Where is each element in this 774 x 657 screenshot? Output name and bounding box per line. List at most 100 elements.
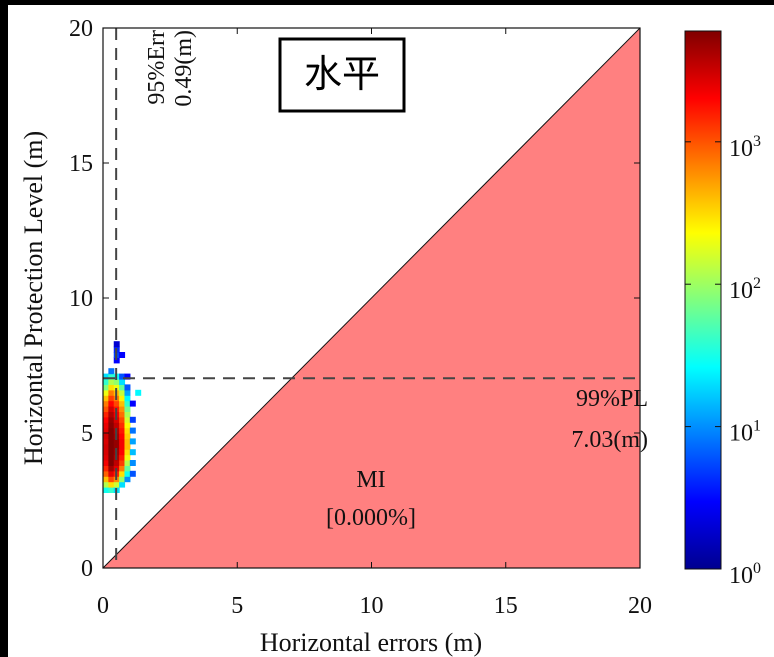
heatmap-cell: [103, 427, 109, 434]
heatmap-cell: [124, 433, 131, 439]
heatmap-cell: [103, 443, 109, 450]
y-ticks: 0 5 10 15 20: [69, 16, 640, 582]
heatmap-cell: [103, 389, 109, 396]
heatmap-cell: [119, 422, 126, 429]
heatmap-cell: [103, 406, 109, 412]
heatmap-cell: [108, 454, 115, 461]
title-box-text: 水平: [304, 52, 380, 96]
heatmap-cell: [108, 465, 115, 472]
heatmap-cell: [108, 449, 115, 456]
heatmap-cell: [119, 443, 126, 450]
x-tick-label: 20: [628, 593, 652, 619]
x-ticks: 0 5 10 15 20: [97, 28, 652, 619]
heatmap-cell: [113, 422, 120, 429]
y-tick-label: 20: [69, 16, 93, 42]
heatmap-cell: [108, 395, 115, 402]
heatmap-cell: [103, 470, 109, 477]
y-axis-label: Horizontal Protection Level (m): [19, 131, 48, 465]
heatmap-cell: [119, 470, 126, 477]
heatmap-cell: [108, 400, 115, 407]
pl99-value: 7.03(m): [571, 427, 648, 453]
heatmap-cell: [124, 470, 131, 477]
y-tick-label: 5: [81, 421, 93, 447]
heatmap-cell: [119, 395, 126, 402]
heatmap-cell: [124, 395, 131, 402]
heatmap-cell: [124, 373, 131, 380]
x-tick-label: 0: [97, 593, 109, 619]
heatmap-cell: [119, 411, 126, 418]
heatmap-cell: [124, 422, 131, 429]
heatmap-cell: [119, 389, 126, 396]
colorbar-tick-label: 102: [729, 275, 761, 304]
heatmap-cell: [119, 427, 126, 434]
diagonal-line: [102, 27, 641, 569]
heatmap-cell: [124, 427, 131, 434]
heatmap-cell: [103, 373, 109, 380]
heatmap-cell: [135, 389, 142, 396]
heatmap-cell: [124, 443, 131, 450]
heatmap-cell: [103, 422, 109, 429]
heatmap-cell: [108, 460, 115, 466]
heatmap-cell: [119, 384, 126, 391]
heatmap-cell: [108, 470, 115, 477]
heatmap-cell: [103, 454, 109, 461]
colorbar-tick-label: 103: [729, 133, 761, 162]
heatmap-cell: [119, 476, 126, 483]
heatmap-cell: [129, 400, 136, 407]
y-tick-label: 0: [81, 556, 93, 582]
heatmap-cell: [119, 449, 126, 456]
heatmap-cell: [108, 422, 115, 429]
heatmap-cell: [119, 460, 126, 466]
heatmap-cell: [103, 395, 109, 402]
heatmap-cell: [103, 481, 109, 488]
heatmap-cell: [119, 373, 126, 380]
heatmap-cell: [103, 416, 109, 423]
y-tick-label: 15: [69, 151, 93, 177]
heatmap-cell: [103, 379, 109, 385]
heatmap-cell: [124, 416, 131, 423]
heatmap-cell: [124, 454, 131, 461]
heatmap-cell: [124, 476, 131, 483]
colorbar-tick-label: 101: [729, 418, 761, 447]
heatmap-cell: [103, 400, 109, 407]
title-box: [278, 37, 406, 113]
heatmap-cell: [119, 481, 126, 488]
heatmap-cell: [124, 411, 131, 418]
heatmap-cell: [108, 373, 115, 380]
pl99-label: 99%PL: [576, 386, 648, 412]
heatmap-cell: [108, 438, 115, 445]
mi-label: MI: [356, 467, 385, 493]
heatmap-cell: [108, 476, 115, 483]
heatmap-cell: [113, 384, 120, 391]
heatmap-cell: [119, 454, 126, 461]
heatmap-cell: [129, 460, 136, 466]
heatmap-cell: [113, 443, 120, 450]
colorbar-tick-label: 100: [729, 560, 761, 589]
heatmap-cell: [124, 465, 131, 472]
heatmap-cell: [124, 460, 131, 466]
heatmap-cell: [124, 438, 131, 445]
heatmap-cell: [103, 384, 109, 391]
heatmap-cell: [119, 465, 126, 472]
heatmap-cell: [124, 406, 131, 412]
heatmap-cell: [108, 443, 115, 450]
heatmap-cell: [103, 433, 109, 439]
heatmap-cell: [108, 368, 115, 375]
heatmap-cell: [119, 406, 126, 412]
heatmap-cell: [108, 389, 115, 396]
heatmap-cell: [113, 379, 120, 385]
heatmap-cell: [129, 416, 136, 423]
err95-value: 0.49(m): [171, 30, 197, 107]
heatmap-cell: [103, 438, 109, 445]
heatmap-cell: [124, 449, 131, 456]
colorbar-ticks: 100 101 102 103: [685, 133, 761, 589]
heatmap-cell: [103, 449, 109, 456]
heatmap-cell: [129, 438, 136, 445]
heatmap-cell: [103, 465, 109, 472]
heatmap-cell: [129, 470, 136, 477]
heatmap-cell: [113, 400, 120, 407]
heatmap-cell: [108, 487, 115, 493]
heatmap-cell: [103, 460, 109, 466]
y-tick-label: 10: [69, 286, 93, 312]
